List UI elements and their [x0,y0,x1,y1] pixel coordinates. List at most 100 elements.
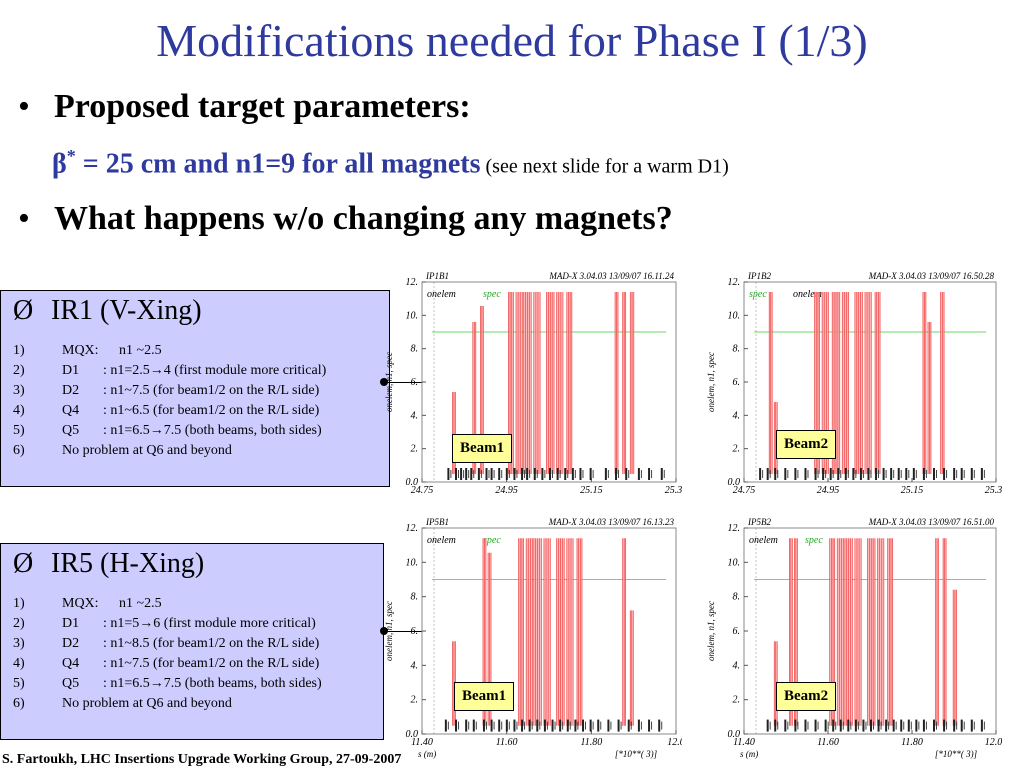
aperture-fill [822,292,829,474]
element-marker [600,721,602,730]
aperture-plot-ip1b2: IP1B2 MAD-X 3.04.03 13/09/07 16.50.28 onel… [704,268,1002,500]
element-marker [766,468,769,480]
element-marker [908,470,910,478]
item-value: : n1~7.5 (for beam1/2 on the R/L side) [103,383,320,398]
element-marker [827,721,829,730]
y-tick-label: 2. [411,444,419,455]
element-marker [473,470,475,478]
item-number: 5) [13,676,25,691]
element-marker [544,470,546,478]
element-marker [797,470,799,478]
aperture-spike [877,538,885,726]
element-marker [903,721,905,730]
element-marker [564,468,567,480]
plot-header-label: MAD-X 3.04.03 13/09/07 16.51.00 [868,517,995,527]
y-tick-label: 2. [733,695,741,706]
x-tick-label: 12.00 [985,737,1002,748]
element-marker [589,719,592,732]
element-marker [910,721,912,730]
element-marker [543,719,546,732]
element-marker [651,470,653,478]
element-marker [475,721,477,730]
item-magnet: Q5 [62,423,80,438]
aperture-spike [854,292,863,474]
element-marker [804,468,807,480]
element-marker [637,719,640,732]
element-marker [847,719,850,732]
element-marker [890,468,893,480]
aperture-fill [556,292,563,474]
element-marker [610,721,612,730]
element-marker [630,721,632,730]
beam-label: Beam1 [452,434,513,463]
element-marker [552,470,553,478]
element-marker [465,719,468,732]
y-tick-label: 0.0 [406,477,419,488]
y-tick-label: 0.0 [728,729,741,740]
element-marker [824,719,827,732]
element-marker [983,470,985,478]
plot-canvas: IP5B1 MAD-X 3.04.03 13/09/07 16.13.23 onel… [384,517,682,759]
aperture-spike [874,292,881,474]
aperture-fill [566,292,572,474]
element-marker [617,719,620,732]
item-value: : n1=6.5→7.5 (both beams, both sides) [103,676,322,691]
element-marker [762,470,764,478]
aperture-fill [842,292,849,474]
element-marker [663,470,665,478]
x-tick-label: 11.60 [496,737,518,748]
x-tick-label: 11.40 [411,737,433,748]
bullet-text: Proposed target parameters: [54,88,471,125]
element-marker [784,468,787,480]
element-marker [973,470,975,478]
element-marker [498,719,501,732]
element-marker [585,721,587,730]
bullet-marker: • [18,200,30,237]
element-marker [658,719,661,732]
element-marker [615,468,618,480]
element-marker [907,719,910,732]
element-marker [582,470,584,478]
y-tick-label: 8. [733,592,741,603]
element-marker [885,719,888,732]
aperture-plot-ip5b2: IP5B2 MAD-X 3.04.03 13/09/07 16.51.00 onel… [704,514,1002,768]
element-marker [980,468,983,480]
element-marker [625,468,628,480]
element-marker [983,721,985,730]
element-marker [526,468,529,480]
aperture-spike [518,538,524,726]
element-marker [888,721,890,730]
ir1-box: Ø IR1 (V-Xing) 1) MQX: n1 ~2.5 2) D1: n1=2.5… [0,290,390,487]
element-marker [870,719,872,732]
plot-canvas: IP5B2 MAD-X 3.04.03 13/09/07 16.51.00 onel… [706,517,1002,759]
element-marker [769,470,771,478]
aperture-spike [525,538,533,726]
item-magnet: Q5 [62,676,80,691]
element-marker [774,719,777,732]
element-marker [455,719,458,732]
element-marker [854,719,857,732]
item-magnet: MQX: [62,343,99,358]
element-marker [529,470,531,478]
item-value: : n1~6.5 (for beam1/2 on the R/L side) [103,403,320,418]
element-marker [516,470,518,478]
element-marker [460,468,463,480]
element-marker [554,721,556,730]
aperture-spike [952,589,958,726]
y-axis-label: onelem, n1, spec [706,601,716,661]
element-marker [850,721,852,730]
element-marker [508,470,510,478]
slide-footer: S. Fartoukh, LHC Insertions Upgrade Work… [2,752,402,767]
x-axis-unit: [*10**( 3)] [615,749,658,759]
element-marker [936,470,937,478]
element-marker [946,721,948,730]
beta-superscript: * [66,146,76,166]
aperture-fill [887,538,893,726]
element-marker [640,721,642,730]
element-marker [468,721,470,730]
element-marker [895,721,897,730]
element-marker [844,468,847,480]
element-marker [759,468,762,480]
beam-label: Beam2 [776,682,837,711]
item-value: : n1=6.5→7.5 (both beams, both sides) [103,423,322,438]
